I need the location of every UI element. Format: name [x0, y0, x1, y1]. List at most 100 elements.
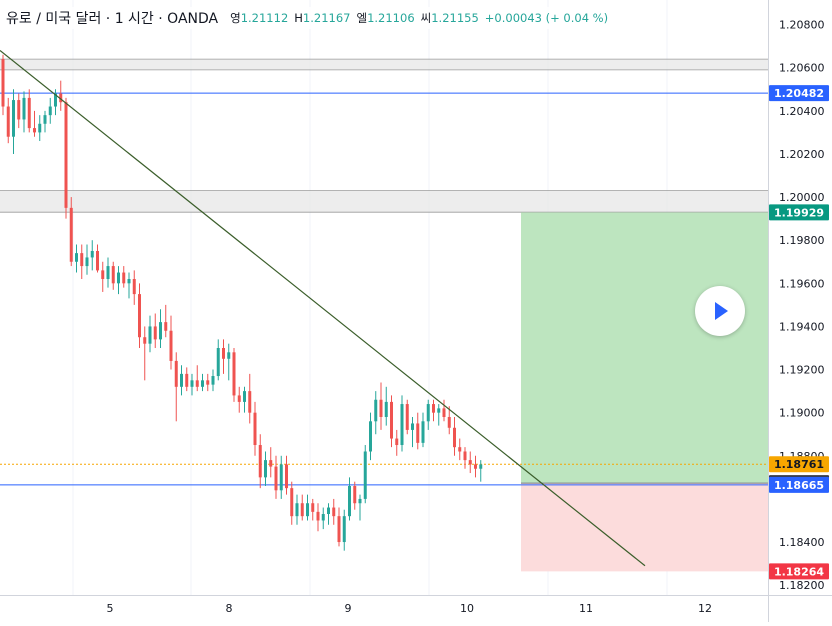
- candle[interactable]: [90, 250, 94, 258]
- candle[interactable]: [290, 488, 294, 517]
- candle[interactable]: [353, 485, 357, 504]
- candle[interactable]: [479, 464, 483, 469]
- candle[interactable]: [363, 451, 367, 499]
- candle[interactable]: [248, 391, 252, 413]
- candle[interactable]: [274, 466, 278, 491]
- candle[interactable]: [390, 401, 393, 439]
- candle[interactable]: [43, 115, 47, 124]
- candle[interactable]: [332, 507, 336, 517]
- symbol-title[interactable]: 유로 / 미국 달러 · 1 시간 · OANDA: [6, 11, 219, 27]
- candle[interactable]: [85, 257, 89, 267]
- candle[interactable]: [400, 404, 404, 446]
- trendline[interactable]: [0, 50, 646, 567]
- candle[interactable]: [321, 514, 325, 521]
- position-target-zone[interactable]: [521, 212, 768, 484]
- candle[interactable]: [285, 464, 288, 489]
- candle[interactable]: [22, 97, 26, 120]
- candle[interactable]: [300, 503, 304, 517]
- price-marker[interactable]: [769, 563, 829, 580]
- candle[interactable]: [12, 100, 15, 137]
- candle[interactable]: [458, 447, 462, 452]
- candle[interactable]: [474, 464, 477, 469]
- candle[interactable]: [253, 412, 257, 446]
- price-marker[interactable]: [769, 456, 829, 473]
- candle[interactable]: [59, 93, 63, 103]
- candle[interactable]: [421, 421, 425, 443]
- candle[interactable]: [395, 438, 399, 446]
- candle[interactable]: [327, 507, 330, 515]
- candle[interactable]: [206, 380, 210, 385]
- play-button[interactable]: [695, 286, 745, 336]
- candle[interactable]: [216, 348, 220, 377]
- price-marker[interactable]: [769, 204, 829, 221]
- candle[interactable]: [27, 97, 31, 129]
- candle[interactable]: [279, 464, 283, 491]
- candle[interactable]: [64, 102, 68, 208]
- candle[interactable]: [295, 503, 299, 517]
- candle[interactable]: [411, 423, 414, 430]
- candle[interactable]: [101, 270, 105, 280]
- candle[interactable]: [384, 401, 388, 417]
- candle[interactable]: [132, 279, 136, 295]
- candle[interactable]: [1, 59, 5, 107]
- candle[interactable]: [348, 485, 351, 517]
- candle[interactable]: [138, 294, 141, 338]
- candle[interactable]: [185, 373, 189, 387]
- candle[interactable]: [164, 322, 168, 331]
- candle[interactable]: [432, 404, 435, 413]
- candle[interactable]: [195, 380, 199, 387]
- candle[interactable]: [416, 423, 420, 443]
- candle[interactable]: [80, 253, 84, 267]
- candle[interactable]: [143, 337, 147, 344]
- candle[interactable]: [117, 272, 120, 284]
- candle[interactable]: [111, 266, 115, 284]
- candle[interactable]: [127, 279, 131, 284]
- candle[interactable]: [33, 128, 36, 133]
- candle[interactable]: [269, 460, 273, 467]
- candle[interactable]: [190, 380, 194, 387]
- candle[interactable]: [169, 330, 173, 361]
- candle[interactable]: [243, 391, 246, 402]
- candle[interactable]: [148, 326, 152, 344]
- candle[interactable]: [227, 352, 231, 359]
- candle[interactable]: [211, 376, 215, 385]
- candle[interactable]: [180, 373, 183, 387]
- candle[interactable]: [426, 404, 430, 422]
- candle[interactable]: [437, 408, 441, 413]
- candle[interactable]: [48, 106, 52, 116]
- candle[interactable]: [442, 408, 446, 417]
- candle[interactable]: [264, 460, 267, 478]
- candle[interactable]: [311, 503, 315, 512]
- candle[interactable]: [316, 511, 320, 521]
- price-marker[interactable]: [769, 85, 829, 102]
- candle[interactable]: [369, 421, 372, 452]
- candle[interactable]: [6, 106, 10, 137]
- candle[interactable]: [174, 360, 178, 387]
- candle[interactable]: [342, 516, 346, 543]
- candle[interactable]: [159, 322, 162, 340]
- candle[interactable]: [468, 460, 472, 465]
- candle[interactable]: [374, 399, 378, 422]
- candle[interactable]: [358, 498, 362, 504]
- candle[interactable]: [106, 266, 110, 280]
- candle[interactable]: [122, 272, 126, 284]
- candle[interactable]: [153, 326, 157, 340]
- candle[interactable]: [447, 416, 451, 428]
- candle[interactable]: [453, 427, 456, 448]
- price-marker[interactable]: [769, 476, 829, 493]
- candle[interactable]: [258, 445, 262, 478]
- candle[interactable]: [232, 352, 236, 396]
- candle[interactable]: [54, 93, 57, 107]
- candle[interactable]: [96, 250, 99, 271]
- candle[interactable]: [405, 404, 409, 430]
- candle[interactable]: [463, 451, 467, 461]
- candle[interactable]: [17, 100, 21, 120]
- candle[interactable]: [237, 395, 241, 402]
- candle[interactable]: [201, 380, 204, 387]
- candle[interactable]: [222, 348, 225, 359]
- candle[interactable]: [379, 399, 383, 417]
- candle[interactable]: [337, 516, 341, 543]
- candle[interactable]: [38, 123, 42, 133]
